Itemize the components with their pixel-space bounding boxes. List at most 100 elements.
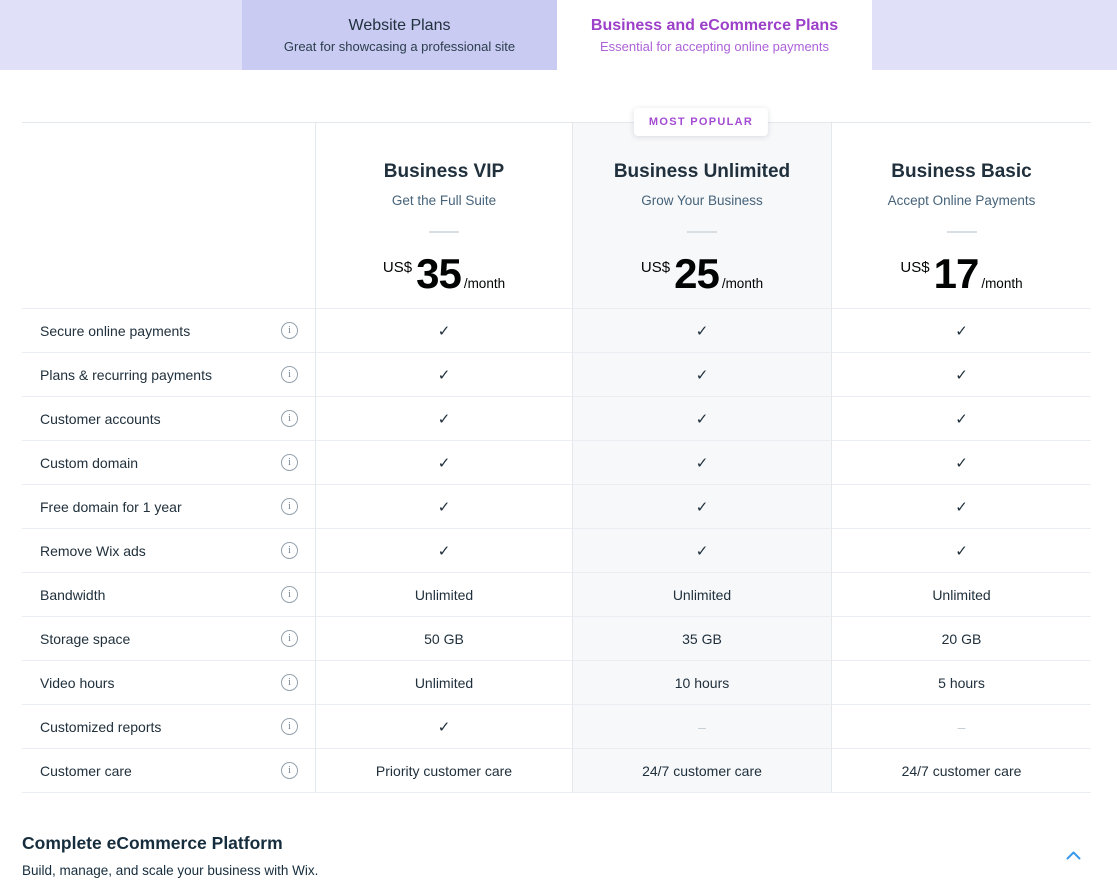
check-icon: ✓: [437, 718, 451, 736]
info-icon[interactable]: i: [281, 674, 298, 691]
feature-value: Unlimited: [414, 586, 474, 603]
tab-subtitle: Essential for accepting online payments: [599, 38, 830, 54]
check-icon: ✓: [955, 454, 968, 472]
info-icon[interactable]: i: [281, 586, 298, 603]
check-icon: ✓: [955, 366, 968, 384]
check-icon: ✓: [437, 410, 451, 428]
chevron-up-icon: [1066, 851, 1081, 859]
section-text: Complete eCommerce Platform Build, manag…: [22, 833, 318, 878]
info-icon[interactable]: i: [281, 718, 298, 735]
info-icon[interactable]: i: [281, 322, 298, 339]
check-icon: ✓: [695, 410, 709, 428]
info-icon[interactable]: i: [281, 366, 298, 383]
feature-label: Customer care: [40, 762, 132, 779]
tab-website-plans[interactable]: Website Plans Great for showcasing a pro…: [242, 0, 557, 70]
info-icon[interactable]: i: [281, 498, 298, 515]
feature-value-cell: ✓: [315, 309, 572, 353]
plan-tagline: Accept Online Payments: [887, 193, 1036, 208]
feature-label: Secure online payments: [40, 322, 191, 339]
plan-name: Business VIP: [383, 161, 505, 182]
feature-value: 5 hours: [938, 674, 985, 691]
info-icon[interactable]: i: [281, 762, 298, 779]
feature-value-cell: 5 hours: [831, 661, 1091, 705]
section-footer: Complete eCommerce Platform Build, manag…: [22, 833, 1091, 878]
plan-type-tab-strip: Website Plans Great for showcasing a pro…: [0, 0, 1117, 70]
plan-header-cell: Business Basic Accept Online Payments US…: [831, 123, 1091, 309]
feature-label-cell: Remove Wix ads i: [22, 529, 315, 573]
feature-value-cell: Unlimited: [315, 573, 572, 617]
plan-tagline: Grow Your Business: [641, 193, 763, 208]
info-icon[interactable]: i: [281, 454, 298, 471]
feature-value-cell: ✓: [315, 353, 572, 397]
feature-label-cell: Video hours i: [22, 661, 315, 705]
feature-value-cell: ✓: [572, 441, 831, 485]
empty-header-cell: [22, 123, 315, 309]
feature-value-cell: 24/7 customer care: [831, 749, 1091, 793]
tab-title: Business and eCommerce Plans: [590, 16, 839, 34]
feature-label: Customer accounts: [40, 410, 161, 427]
feature-value-cell: Unlimited: [572, 573, 831, 617]
feature-value-cell: –: [572, 705, 831, 749]
feature-label-cell: Storage space i: [22, 617, 315, 661]
check-icon: ✓: [437, 454, 451, 472]
feature-label-cell: Customer accounts i: [22, 397, 315, 441]
feature-value-cell: 20 GB: [831, 617, 1091, 661]
feature-label: Customized reports: [40, 718, 162, 735]
price-currency: US$: [640, 259, 671, 276]
collapse-section-button[interactable]: [1062, 843, 1085, 869]
check-icon: ✓: [695, 366, 709, 384]
feature-label-cell: Plans & recurring payments i: [22, 353, 315, 397]
info-icon[interactable]: i: [281, 542, 298, 559]
plan-price: US$ 35 /month: [382, 250, 505, 297]
check-icon: ✓: [955, 322, 968, 340]
price-amount: 35: [416, 250, 462, 297]
plan-name: Business Basic: [891, 161, 1032, 182]
dash-icon: –: [957, 718, 966, 735]
check-icon: ✓: [695, 454, 709, 472]
plan-price: US$ 25 /month: [640, 253, 764, 295]
check-icon: ✓: [437, 498, 451, 516]
feature-value-cell: 50 GB: [315, 617, 572, 661]
feature-value-cell: 35 GB: [572, 617, 831, 661]
feature-value: Unlimited: [672, 586, 732, 603]
feature-value: Priority customer care: [375, 762, 513, 779]
tab-subtitle: Great for showcasing a professional site: [283, 38, 516, 54]
feature-value: 20 GB: [941, 630, 982, 647]
feature-value-cell: –: [831, 705, 1091, 749]
check-icon: ✓: [695, 542, 709, 560]
feature-value: 35 GB: [682, 630, 722, 647]
feature-value-cell: Priority customer care: [315, 749, 572, 793]
feature-value: 50 GB: [424, 630, 464, 647]
check-icon: ✓: [695, 498, 709, 516]
plan-divider: [946, 231, 977, 233]
feature-value-cell: ✓: [315, 705, 572, 749]
feature-value-cell: ✓: [572, 353, 831, 397]
feature-value-cell: ✓: [315, 441, 572, 485]
feature-value-cell: ✓: [572, 529, 831, 573]
feature-label-cell: Bandwidth i: [22, 573, 315, 617]
feature-value-cell: Unlimited: [831, 573, 1091, 617]
feature-value-cell: ✓: [315, 529, 572, 573]
plan-divider: [429, 231, 459, 233]
feature-label-cell: Customer care i: [22, 749, 315, 793]
plan-name: Business Unlimited: [613, 161, 791, 182]
price-period: /month: [721, 275, 764, 291]
plan-tagline: Get the Full Suite: [391, 193, 497, 208]
info-icon[interactable]: i: [281, 630, 298, 647]
feature-value: 24/7 customer care: [642, 762, 762, 779]
price-currency: US$: [900, 259, 930, 276]
feature-label: Plans & recurring payments: [40, 366, 212, 383]
feature-value-cell: 24/7 customer care: [572, 749, 831, 793]
feature-value-cell: ✓: [831, 441, 1091, 485]
price-period: /month: [981, 275, 1023, 291]
plan-price: US$ 17 /month: [900, 250, 1023, 297]
tab-business-ecommerce-plans[interactable]: Business and eCommerce Plans Essential f…: [557, 0, 872, 70]
price-currency: US$: [382, 259, 413, 276]
feature-value: 24/7 customer care: [901, 762, 1022, 779]
check-icon: ✓: [437, 542, 451, 560]
feature-value-cell: ✓: [831, 397, 1091, 441]
price-amount: 17: [933, 250, 980, 297]
feature-label: Remove Wix ads: [40, 542, 146, 559]
section-heading: Complete eCommerce Platform: [22, 833, 283, 853]
info-icon[interactable]: i: [281, 410, 298, 427]
